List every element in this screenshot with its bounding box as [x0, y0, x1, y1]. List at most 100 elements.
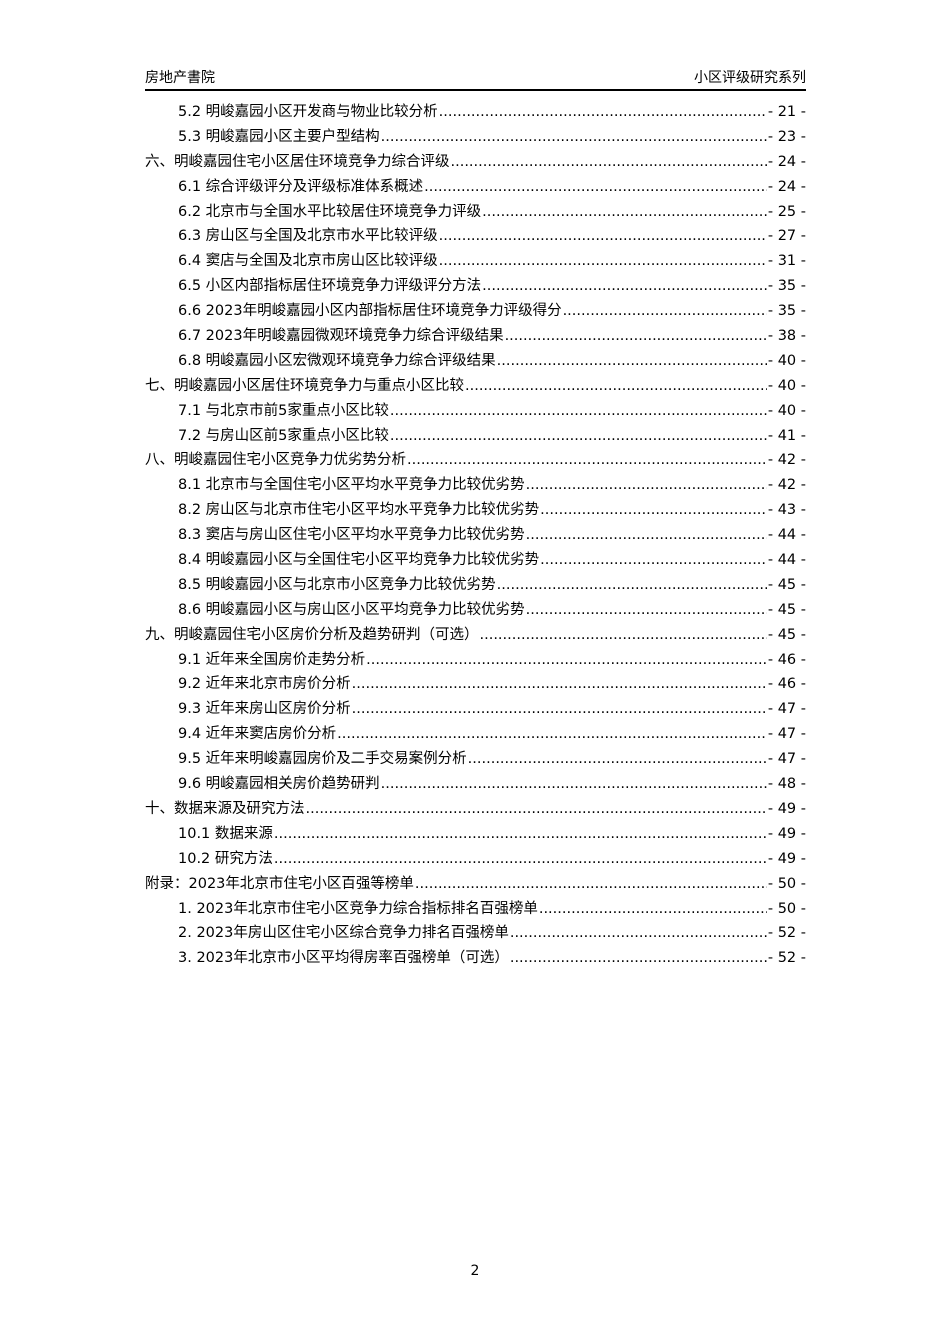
toc-entry[interactable]: 9.1 近年来全国房价走势分析 - 46 -: [145, 648, 806, 673]
toc-entry-page: - 21 -: [767, 104, 806, 120]
table-of-contents: 5.2 明峻嘉园小区开发商与物业比较分析 - 21 - 5.3 明峻嘉园小区主要户型…: [145, 100, 806, 971]
toc-entry-page: - 45 -: [767, 576, 806, 593]
toc-entry-page: - 50 -: [767, 875, 806, 892]
dot-leader: [539, 897, 767, 922]
dot-leader: [366, 648, 767, 673]
toc-entry-page: - 52 -: [767, 925, 806, 942]
toc-entry[interactable]: 8.4 明峻嘉园小区与全国住宅小区平均竞争力比较优劣势 - 44 -: [145, 548, 806, 573]
toc-entry-title: 7.1 与北京市前5家重点小区比较: [178, 402, 389, 419]
dot-leader: [439, 224, 767, 249]
toc-entry[interactable]: 十、数据来源及研究方法 - 49 -: [145, 797, 806, 822]
dot-leader: [381, 772, 767, 797]
toc-entry-page: - 42 -: [767, 477, 806, 494]
toc-entry-title: 2. 2023年房山区住宅小区综合竞争力排名百强榜单: [178, 925, 509, 942]
toc-entry[interactable]: 2. 2023年房山区住宅小区综合竞争力排名百强榜单 - 52 -: [145, 921, 806, 946]
dot-leader: [510, 921, 767, 946]
toc-entry-page: - 46 -: [767, 676, 806, 693]
toc-entry-title: 9.2 近年来北京市房价分析: [178, 676, 351, 693]
toc-entry-page: - 47 -: [767, 701, 806, 718]
toc-entry[interactable]: 8.1 北京市与全国住宅小区平均水平竞争力比较优劣势 - 42 -: [145, 473, 806, 498]
dot-leader: [390, 424, 767, 449]
toc-entry-title: 9.5 近年来明峻嘉园房价及二手交易案例分析: [178, 751, 467, 768]
toc-entry-page: - 49 -: [767, 800, 806, 817]
toc-entry-page: - 47 -: [767, 726, 806, 743]
toc-entry[interactable]: 八、明峻嘉园住宅小区竞争力优劣势分析 - 42 -: [145, 448, 806, 473]
dot-leader: [510, 946, 767, 971]
toc-entry-title: 8.3 窦店与房山区住宅小区平均水平竞争力比较优劣势: [178, 527, 525, 544]
toc-entry[interactable]: 1. 2023年北京市住宅小区竞争力综合指标排名百强榜单 - 50 -: [145, 897, 806, 922]
toc-entry-title: 9.3 近年来房山区房价分析: [178, 701, 351, 718]
toc-entry[interactable]: 7.1 与北京市前5家重点小区比较 - 40 -: [145, 399, 806, 424]
toc-entry[interactable]: 6.5 小区内部指标居住环境竞争力评级评分方法 - 35 -: [145, 274, 806, 299]
toc-entry-title: 7.2 与房山区前5家重点小区比较: [178, 427, 389, 444]
toc-entry[interactable]: 6.4 窦店与全国及北京市房山区比较评级 - 31 -: [145, 249, 806, 274]
toc-entry-title: 六、明峻嘉园住宅小区居住环境竞争力综合评级: [145, 153, 450, 170]
toc-entry[interactable]: 6.6 2023年明峻嘉园小区内部指标居住环境竞争力评级得分 - 35 -: [145, 299, 806, 324]
toc-entry-title: 8.1 北京市与全国住宅小区平均水平竞争力比较优劣势: [178, 477, 525, 494]
toc-entry-title: 八、明峻嘉园住宅小区竞争力优劣势分析: [145, 452, 406, 469]
toc-entry[interactable]: 九、明峻嘉园住宅小区房价分析及趋势研判（可选） - 45 -: [145, 623, 806, 648]
toc-entry-page: - 40 -: [767, 352, 806, 369]
toc-entry-title: 6.7 2023年明峻嘉园微观环境竞争力综合评级结果: [178, 328, 504, 345]
toc-entry[interactable]: 6.3 房山区与全国及北京市水平比较评级 - 27 -: [145, 224, 806, 249]
page-header: 房地产書院 小区评级研究系列: [145, 67, 806, 91]
toc-entry-title: 附录：2023年北京市住宅小区百强等榜单: [145, 875, 414, 892]
toc-entry-title: 8.2 房山区与北京市住宅小区平均水平竞争力比较优劣势: [178, 502, 540, 519]
toc-entry-page: - 43 -: [767, 502, 806, 519]
toc-entry-title: 6.4 窦店与全国及北京市房山区比较评级: [178, 253, 438, 270]
toc-entry[interactable]: 9.4 近年来窦店房价分析 - 47 -: [145, 722, 806, 747]
toc-entry[interactable]: 3. 2023年北京市小区平均得房率百强榜单（可选） - 52 -: [145, 946, 806, 971]
dot-leader: [390, 399, 767, 424]
dot-leader: [497, 349, 767, 374]
toc-entry-title: 七、明峻嘉园小区居住环境竞争力与重点小区比较: [145, 377, 464, 394]
toc-entry[interactable]: 10.2 研究方法 - 49 -: [145, 847, 806, 872]
dot-leader: [439, 249, 767, 274]
toc-entry[interactable]: 7.2 与房山区前5家重点小区比较 - 41 -: [145, 424, 806, 449]
toc-entry-page: - 46 -: [767, 651, 806, 668]
toc-entry[interactable]: 9.2 近年来北京市房价分析 - 46 -: [145, 672, 806, 697]
toc-entry[interactable]: 5.2 明峻嘉园小区开发商与物业比较分析 - 21 -: [145, 100, 806, 125]
page-number: 2: [470, 1263, 480, 1279]
toc-entry[interactable]: 8.6 明峻嘉园小区与房山区小区平均竞争力比较优劣势 - 45 -: [145, 598, 806, 623]
dot-leader: [465, 374, 767, 399]
dot-leader: [497, 573, 767, 598]
toc-entry[interactable]: 七、明峻嘉园小区居住环境竞争力与重点小区比较 - 40 -: [145, 374, 806, 399]
toc-entry-page: - 47 -: [767, 751, 806, 768]
toc-entry-page: - 50 -: [767, 900, 806, 917]
toc-entry[interactable]: 6.1 综合评级评分及评级标准体系概述 - 24 -: [145, 175, 806, 200]
toc-entry[interactable]: 9.5 近年来明峻嘉园房价及二手交易案例分析 - 47 -: [145, 747, 806, 772]
dot-leader: [274, 847, 767, 872]
toc-entry-title: 9.1 近年来全国房价走势分析: [178, 651, 366, 668]
toc-entry-page: - 52 -: [767, 950, 806, 967]
toc-entry-title: 8.5 明峻嘉园小区与北京市小区竞争力比较优劣势: [178, 576, 496, 593]
toc-entry-title: 3. 2023年北京市小区平均得房率百强榜单（可选）: [178, 950, 509, 967]
dot-leader: [505, 324, 767, 349]
toc-entry[interactable]: 6.8 明峻嘉园小区宏微观环境竞争力综合评级结果 - 40 -: [145, 349, 806, 374]
dot-leader: [540, 498, 767, 523]
toc-entry[interactable]: 9.6 明峻嘉园相关房价趋势研判 - 48 -: [145, 772, 806, 797]
toc-entry-page: - 44 -: [767, 552, 806, 569]
dot-leader: [563, 299, 767, 324]
dot-leader: [306, 797, 767, 822]
toc-entry[interactable]: 六、明峻嘉园住宅小区居住环境竞争力综合评级 - 24 -: [145, 150, 806, 175]
toc-entry[interactable]: 5.3 明峻嘉园小区主要户型结构 - 23 -: [145, 125, 806, 150]
toc-entry[interactable]: 6.2 北京市与全国水平比较居住环境竞争力评级 - 25 -: [145, 200, 806, 225]
toc-entry-page: - 31 -: [767, 253, 806, 270]
toc-entry[interactable]: 6.7 2023年明峻嘉园微观环境竞争力综合评级结果 - 38 -: [145, 324, 806, 349]
toc-entry-title: 十、数据来源及研究方法: [145, 800, 305, 817]
toc-entry-page: - 24 -: [767, 178, 806, 195]
toc-entry-title: 9.6 明峻嘉园相关房价趋势研判: [178, 776, 380, 793]
toc-entry-page: - 49 -: [767, 825, 806, 842]
toc-entry[interactable]: 附录：2023年北京市住宅小区百强等榜单 - 50 -: [145, 872, 806, 897]
toc-entry-page: - 38 -: [767, 328, 806, 345]
toc-entry-title: 5.3 明峻嘉园小区主要户型结构: [178, 128, 380, 145]
toc-entry-title: 6.5 小区内部指标居住环境竞争力评级评分方法: [178, 278, 482, 295]
toc-entry[interactable]: 8.2 房山区与北京市住宅小区平均水平竞争力比较优劣势 - 43 -: [145, 498, 806, 523]
toc-entry[interactable]: 9.3 近年来房山区房价分析 - 47 -: [145, 697, 806, 722]
toc-entry[interactable]: 8.3 窦店与房山区住宅小区平均水平竞争力比较优劣势 - 44 -: [145, 523, 806, 548]
toc-entry[interactable]: 8.5 明峻嘉园小区与北京市小区竞争力比较优劣势 - 45 -: [145, 573, 806, 598]
dot-leader: [415, 872, 767, 897]
dot-leader: [482, 200, 767, 225]
toc-entry[interactable]: 10.1 数据来源 - 49 -: [145, 822, 806, 847]
header-left: 房地产書院: [145, 70, 215, 86]
